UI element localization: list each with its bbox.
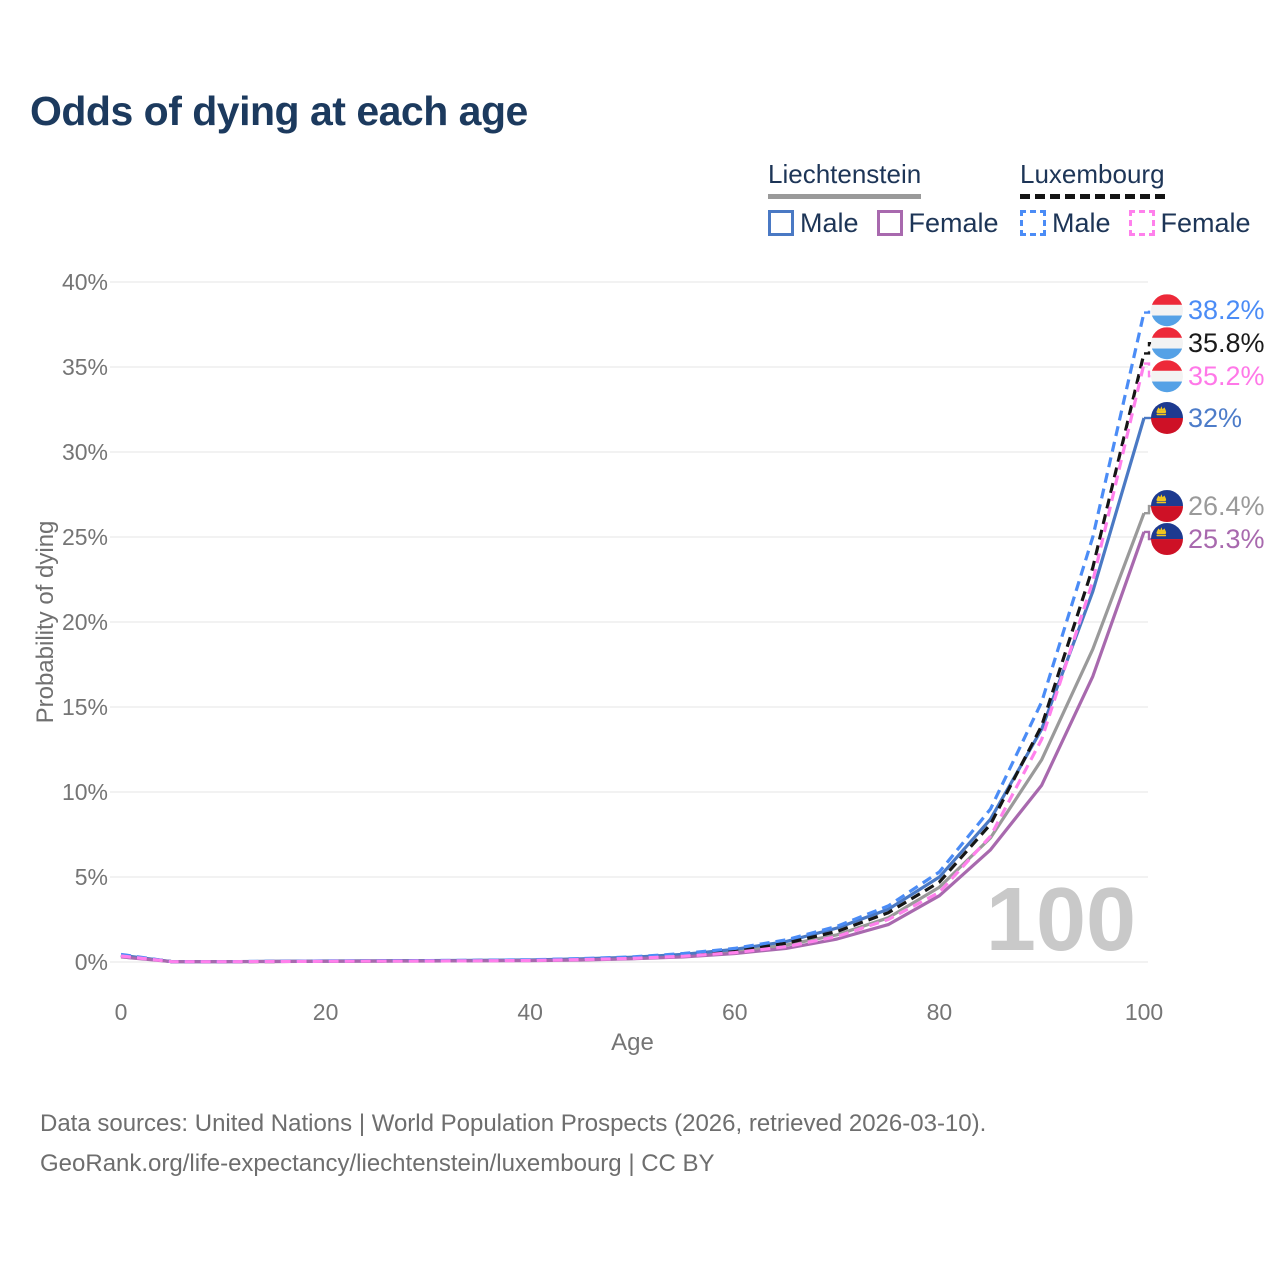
legend-label-liechtenstein-male[interactable]: Male (800, 207, 859, 238)
crown-icon (1156, 494, 1167, 504)
series-line-luxembourg-female (120, 363, 1146, 964)
crown-icon (1156, 527, 1167, 537)
legend-header-liechtenstein: Liechtenstein (768, 160, 922, 199)
y-tick-label: 10% (62, 779, 108, 805)
legend-group-liechtenstein: Liechtenstein Male Female (768, 160, 1017, 239)
y-tick-label: 15% (62, 694, 108, 720)
y-tick-label: 0% (75, 949, 108, 975)
x-tick-label: 100 (1125, 999, 1163, 1025)
legend-items-luxembourg: Male Female (1020, 208, 1269, 239)
end-label-connector-liechtenstein-total (1144, 504, 1152, 515)
end-label-connector-luxembourg-female (1144, 362, 1152, 378)
end-label-luxembourg-male: 38.2% (1188, 295, 1265, 325)
series-line-luxembourg-male (120, 312, 1146, 964)
x-tick-label: 0 (115, 999, 128, 1025)
end-label-connector-luxembourg-total (1144, 342, 1152, 355)
x-tick-label: 20 (313, 999, 339, 1025)
legend-label-luxembourg-male[interactable]: Male (1052, 207, 1111, 238)
legend: Liechtenstein Male Female Luxembourg Mal… (0, 160, 1280, 250)
x-axis-title: Age (611, 1029, 654, 1056)
end-label-liechtenstein-male: 32% (1188, 403, 1242, 433)
legend-label-luxembourg-female[interactable]: Female (1160, 207, 1251, 238)
series-line-liechtenstein-female (120, 531, 1146, 964)
flag-liechtenstein (1151, 402, 1183, 434)
flag-luxembourg (1151, 360, 1183, 393)
y-tick-label: 20% (62, 609, 108, 635)
flag-liechtenstein (1151, 490, 1183, 523)
y-tick-label: 35% (62, 354, 108, 380)
footer-attribution: GeoRank.org/life-expectancy/liechtenstei… (40, 1150, 715, 1177)
y-tick-label: 30% (62, 439, 108, 465)
legend-swatch-liechtenstein-male[interactable] (768, 210, 794, 237)
legend-group-luxembourg: Luxembourg Male Female (1020, 160, 1269, 239)
x-tick-label: 40 (517, 999, 543, 1025)
legend-header-luxembourg: Luxembourg (1020, 160, 1165, 199)
end-label-connector-liechtenstein-female (1144, 530, 1152, 541)
y-tick-label: 40% (62, 269, 108, 295)
crown-icon (1156, 406, 1167, 416)
end-label-luxembourg-female: 35.2% (1188, 361, 1265, 391)
age-watermark: 100 (986, 870, 1136, 970)
y-tick-label: 5% (75, 864, 108, 890)
legend-swatch-luxembourg-female[interactable] (1128, 210, 1155, 237)
legend-swatch-luxembourg-male[interactable] (1020, 210, 1046, 237)
flag-liechtenstein (1151, 523, 1183, 556)
end-label-luxembourg-total: 35.8% (1188, 328, 1265, 358)
x-tick-label: 60 (722, 999, 748, 1025)
flag-luxembourg (1151, 294, 1183, 327)
footer-data-sources: Data sources: United Nations | World Pop… (40, 1110, 987, 1137)
flag-luxembourg (1151, 327, 1183, 360)
legend-items-liechtenstein: Male Female (768, 208, 1017, 239)
x-tick-label: 80 (927, 999, 953, 1025)
y-tick-label: 25% (62, 524, 108, 550)
series-line-luxembourg-total (120, 353, 1146, 964)
page-title: Odds of dying at each age (30, 88, 528, 134)
end-label-connector-luxembourg-male (1144, 309, 1152, 314)
end-label-liechtenstein-female: 25.3% (1188, 524, 1265, 554)
end-label-liechtenstein-total: 26.4% (1188, 491, 1265, 521)
legend-label-liechtenstein-female[interactable]: Female (908, 207, 999, 238)
legend-swatch-liechtenstein-female[interactable] (876, 210, 903, 237)
